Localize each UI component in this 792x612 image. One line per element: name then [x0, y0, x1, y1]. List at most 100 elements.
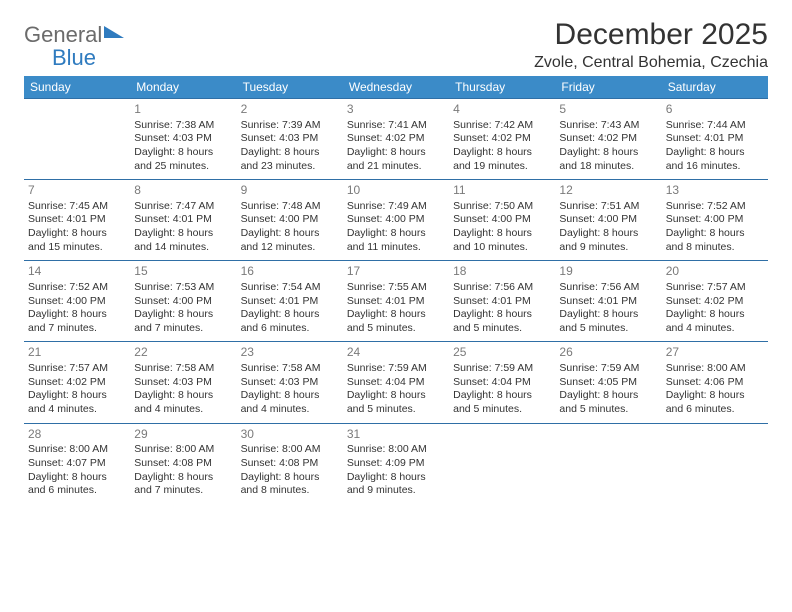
calendar-day-cell: 12Sunrise: 7:51 AMSunset: 4:00 PMDayligh…: [555, 180, 661, 261]
day-info-line: and 8 minutes.: [241, 484, 339, 498]
day-info-line: Daylight: 8 hours: [666, 389, 764, 403]
day-info-line: and 4 minutes.: [134, 403, 232, 417]
calendar-day-cell: 21Sunrise: 7:57 AMSunset: 4:02 PMDayligh…: [24, 342, 130, 423]
day-info-line: Sunrise: 7:42 AM: [453, 119, 551, 133]
day-info-line: and 7 minutes.: [134, 322, 232, 336]
location-text: Zvole, Central Bohemia, Czechia: [534, 54, 768, 72]
day-number: 1: [134, 102, 232, 118]
calendar-week-row: 21Sunrise: 7:57 AMSunset: 4:02 PMDayligh…: [24, 342, 768, 423]
day-info-line: Sunset: 4:07 PM: [28, 457, 126, 471]
day-info-line: Daylight: 8 hours: [453, 227, 551, 241]
day-info-line: Sunset: 4:02 PM: [453, 132, 551, 146]
day-info-line: Sunset: 4:03 PM: [134, 132, 232, 146]
calendar-day-cell: 5Sunrise: 7:43 AMSunset: 4:02 PMDaylight…: [555, 99, 661, 180]
day-number: 11: [453, 183, 551, 199]
day-info-line: Sunset: 4:03 PM: [134, 376, 232, 390]
month-title: December 2025: [534, 18, 768, 52]
day-number: 6: [666, 102, 764, 118]
day-info-line: Daylight: 8 hours: [559, 389, 657, 403]
day-info-line: Sunset: 4:00 PM: [28, 295, 126, 309]
header-row: General Blue December 2025 Zvole, Centra…: [24, 18, 768, 72]
day-info-line: and 16 minutes.: [666, 160, 764, 174]
day-info-line: Daylight: 8 hours: [559, 308, 657, 322]
day-info-line: Sunset: 4:03 PM: [241, 376, 339, 390]
calendar-day-cell: 7Sunrise: 7:45 AMSunset: 4:01 PMDaylight…: [24, 180, 130, 261]
day-info-line: and 7 minutes.: [134, 484, 232, 498]
calendar-week-row: 28Sunrise: 8:00 AMSunset: 4:07 PMDayligh…: [24, 423, 768, 504]
calendar-day-cell: 28Sunrise: 8:00 AMSunset: 4:07 PMDayligh…: [24, 423, 130, 504]
calendar-day-cell: 31Sunrise: 8:00 AMSunset: 4:09 PMDayligh…: [343, 423, 449, 504]
calendar-empty-cell: [662, 423, 768, 504]
day-info-line: and 6 minutes.: [241, 322, 339, 336]
day-info-line: Sunrise: 8:00 AM: [28, 443, 126, 457]
day-info-line: Daylight: 8 hours: [666, 227, 764, 241]
day-info-line: Sunset: 4:02 PM: [666, 295, 764, 309]
day-info-line: Daylight: 8 hours: [453, 146, 551, 160]
day-info-line: Sunrise: 7:57 AM: [666, 281, 764, 295]
calendar-day-cell: 18Sunrise: 7:56 AMSunset: 4:01 PMDayligh…: [449, 261, 555, 342]
calendar-empty-cell: [449, 423, 555, 504]
day-info-line: Sunset: 4:04 PM: [453, 376, 551, 390]
day-info-line: Sunset: 4:01 PM: [347, 295, 445, 309]
day-info-line: and 5 minutes.: [559, 322, 657, 336]
day-info-line: Sunrise: 7:47 AM: [134, 200, 232, 214]
day-info-line: Daylight: 8 hours: [241, 471, 339, 485]
day-number: 13: [666, 183, 764, 199]
calendar-day-cell: 29Sunrise: 8:00 AMSunset: 4:08 PMDayligh…: [130, 423, 236, 504]
day-info-line: Sunrise: 7:58 AM: [241, 362, 339, 376]
day-number: 10: [347, 183, 445, 199]
day-info-line: and 4 minutes.: [28, 403, 126, 417]
day-info-line: Sunset: 4:00 PM: [453, 213, 551, 227]
day-info-line: Sunrise: 7:38 AM: [134, 119, 232, 133]
day-info-line: Sunrise: 7:41 AM: [347, 119, 445, 133]
day-info-line: and 23 minutes.: [241, 160, 339, 174]
day-number: 16: [241, 264, 339, 280]
day-number: 30: [241, 427, 339, 443]
day-number: 18: [453, 264, 551, 280]
day-info-line: Sunrise: 7:52 AM: [666, 200, 764, 214]
day-info-line: Sunset: 4:01 PM: [559, 295, 657, 309]
day-info-line: Sunset: 4:08 PM: [241, 457, 339, 471]
day-info-line: Daylight: 8 hours: [134, 146, 232, 160]
day-info-line: Sunrise: 7:49 AM: [347, 200, 445, 214]
day-info-line: Daylight: 8 hours: [453, 389, 551, 403]
weekday-header: Saturday: [662, 76, 768, 99]
day-number: 15: [134, 264, 232, 280]
day-info-line: Daylight: 8 hours: [241, 308, 339, 322]
day-number: 24: [347, 345, 445, 361]
day-info-line: Daylight: 8 hours: [134, 308, 232, 322]
day-info-line: Sunset: 4:02 PM: [347, 132, 445, 146]
day-info-line: Daylight: 8 hours: [28, 227, 126, 241]
day-info-line: Daylight: 8 hours: [28, 389, 126, 403]
day-info-line: and 14 minutes.: [134, 241, 232, 255]
day-number: 3: [347, 102, 445, 118]
calendar-head: SundayMondayTuesdayWednesdayThursdayFrid…: [24, 76, 768, 99]
calendar-day-cell: 6Sunrise: 7:44 AMSunset: 4:01 PMDaylight…: [662, 99, 768, 180]
logo-triangle-icon: [104, 24, 124, 43]
day-info-line: and 4 minutes.: [666, 322, 764, 336]
day-info-line: Sunrise: 7:53 AM: [134, 281, 232, 295]
calendar-day-cell: 26Sunrise: 7:59 AMSunset: 4:05 PMDayligh…: [555, 342, 661, 423]
day-info-line: Sunset: 4:09 PM: [347, 457, 445, 471]
day-number: 14: [28, 264, 126, 280]
day-info-line: Daylight: 8 hours: [134, 389, 232, 403]
day-info-line: and 5 minutes.: [347, 403, 445, 417]
day-info-line: Sunrise: 7:39 AM: [241, 119, 339, 133]
day-info-line: Sunrise: 8:00 AM: [666, 362, 764, 376]
day-info-line: and 21 minutes.: [347, 160, 445, 174]
weekday-header: Thursday: [449, 76, 555, 99]
day-info-line: Daylight: 8 hours: [241, 146, 339, 160]
day-info-line: and 5 minutes.: [347, 322, 445, 336]
logo-text-1: General: [24, 22, 102, 47]
calendar-body: 1Sunrise: 7:38 AMSunset: 4:03 PMDaylight…: [24, 99, 768, 504]
day-info-line: and 5 minutes.: [559, 403, 657, 417]
day-info-line: and 9 minutes.: [559, 241, 657, 255]
day-info-line: and 15 minutes.: [28, 241, 126, 255]
calendar-day-cell: 19Sunrise: 7:56 AMSunset: 4:01 PMDayligh…: [555, 261, 661, 342]
day-info-line: Sunset: 4:01 PM: [241, 295, 339, 309]
day-info-line: Daylight: 8 hours: [134, 227, 232, 241]
day-number: 22: [134, 345, 232, 361]
day-info-line: Sunset: 4:01 PM: [666, 132, 764, 146]
calendar-day-cell: 10Sunrise: 7:49 AMSunset: 4:00 PMDayligh…: [343, 180, 449, 261]
day-number: 12: [559, 183, 657, 199]
